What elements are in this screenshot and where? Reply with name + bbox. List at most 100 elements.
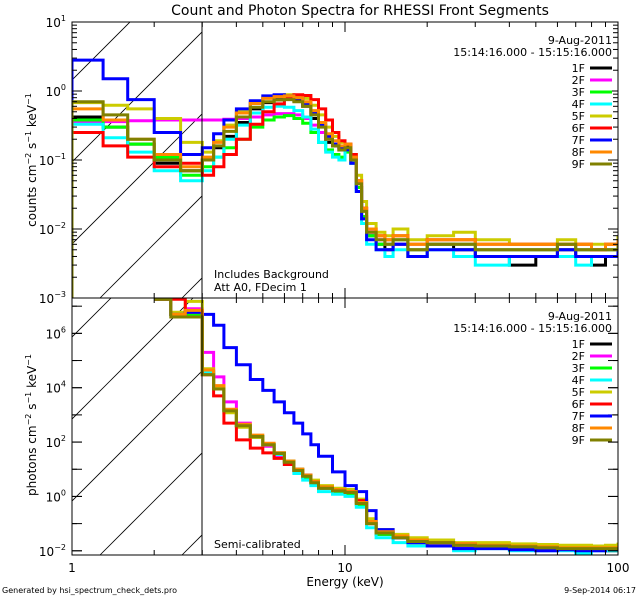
legend-label-3F: 3F: [572, 362, 585, 375]
x-tick-label: 10: [337, 561, 352, 575]
series-9F: [154, 298, 618, 551]
sup: −1: [24, 93, 33, 105]
bottom-date: 9-Aug-2011: [548, 310, 612, 323]
legend-label-5F: 5F: [572, 110, 585, 123]
sup: −1: [24, 131, 33, 143]
hatch-line: [72, 31, 202, 163]
y-tick-label: 10−3: [39, 290, 66, 306]
y-tick-label: 100: [46, 83, 66, 99]
tick-base: 10: [46, 85, 61, 99]
hatch-line: [181, 534, 202, 555]
hatch-line: [264, 0, 564, 298]
legend-label-6F: 6F: [572, 122, 585, 135]
tick-exponent: 1: [61, 14, 66, 23]
ylabel-kev: keV: [25, 104, 39, 131]
timestamp: 9-Sep-2014 06:17: [564, 586, 636, 595]
ylabel-photons: photons cm: [25, 425, 39, 496]
legend-label-3F: 3F: [572, 86, 585, 99]
tick-exponent: −2: [54, 221, 66, 230]
tick-exponent: 2: [61, 434, 66, 443]
y-tick-label: 101: [46, 14, 66, 30]
legend-label-2F: 2F: [572, 74, 585, 87]
legend-label-5F: 5F: [572, 386, 585, 399]
top-ylabel-counts: counts cm: [25, 165, 39, 227]
top-date: 9-Aug-2011: [548, 34, 612, 47]
series-7F: [72, 58, 618, 298]
background-note: Includes Background: [214, 268, 329, 281]
legend-label-9F: 9F: [572, 434, 585, 447]
tick-exponent: 4: [61, 380, 66, 389]
series-7F: [154, 298, 618, 553]
bottom-x-axis: 1 10 100: [68, 298, 629, 575]
legend-label-8F: 8F: [572, 422, 585, 435]
top-y-axis-label: counts cm−2 s−1 keV−1: [24, 93, 39, 227]
tick-base: 10: [46, 490, 61, 504]
tick-exponent: −1: [54, 152, 66, 161]
legend-label-6F: 6F: [572, 398, 585, 411]
tick-exponent: −2: [54, 543, 66, 552]
y-tick-label: 106: [46, 325, 66, 341]
y-tick-label: 10−1: [39, 152, 66, 168]
tick-base: 10: [39, 545, 54, 559]
y-tick-label: 100: [46, 488, 66, 504]
tick-exponent: 0: [61, 83, 66, 92]
top-x-axis: [71, 22, 619, 298]
ylabel-kev: keV: [25, 365, 39, 392]
sup: −2: [24, 153, 33, 165]
y-tick-label: 10−2: [39, 221, 66, 237]
ylabel-s: s: [25, 143, 39, 153]
hatch-line: [72, 113, 202, 245]
hatch-line: [72, 22, 131, 81]
legend-label-8F: 8F: [572, 146, 585, 159]
series-9F: [72, 98, 618, 298]
y-tick-label: 102: [46, 434, 66, 450]
legend-label-7F: 7F: [572, 134, 585, 147]
tick-base: 10: [39, 154, 54, 168]
generated-by-note: Generated by hsi_spectrum_check_dets.pro: [2, 586, 177, 595]
tick-exponent: −3: [54, 290, 66, 299]
hatch-line: [72, 370, 202, 502]
top-time-range: 15:14:16.000 - 15:15:16.000: [453, 46, 612, 59]
x-tick-label: 1: [68, 561, 76, 575]
bottom-time-range: 15:14:16.000 - 15:15:16.000: [453, 322, 612, 335]
tick-base: 10: [39, 223, 54, 237]
hatched-region: [72, 255, 564, 555]
tick-exponent: 0: [61, 488, 66, 497]
sup: −1: [24, 392, 33, 404]
y-tick-label: 104: [46, 380, 66, 396]
count-series-group: [72, 58, 618, 298]
y-tick-label: 10−2: [39, 543, 66, 559]
legend-label-9F: 9F: [572, 158, 585, 171]
bottom-y-axis-label: photons cm−2 s−1 keV−1: [24, 354, 39, 496]
hatch-line: [264, 255, 564, 555]
hatch-line: [99, 452, 202, 555]
legend-label-1F: 1F: [572, 338, 585, 351]
semi-calibrated-note: Semi-calibrated: [214, 538, 301, 551]
legend-label-4F: 4F: [572, 374, 585, 387]
hatched-region: [72, 0, 564, 298]
tick-base: 10: [46, 16, 61, 30]
hatch-line: [99, 195, 202, 298]
tick-exponent: 6: [61, 325, 66, 334]
x-tick-label: 100: [607, 561, 630, 575]
ylabel-s: s: [25, 404, 39, 414]
hatch-line: [72, 298, 112, 338]
tick-base: 10: [46, 436, 61, 450]
chart-title: Count and Photon Spectra for RHESSI Fron…: [171, 3, 549, 19]
x-axis-label: Energy (keV): [306, 575, 383, 589]
series-4F: [72, 104, 618, 298]
photon-series-group: [154, 298, 618, 555]
legend-label-4F: 4F: [572, 98, 585, 111]
tick-base: 10: [39, 292, 54, 306]
legend-label-2F: 2F: [572, 350, 585, 363]
tick-base: 10: [46, 382, 61, 396]
legend-label-7F: 7F: [572, 410, 585, 423]
sup: −2: [24, 414, 33, 426]
sup: −1: [24, 354, 33, 366]
